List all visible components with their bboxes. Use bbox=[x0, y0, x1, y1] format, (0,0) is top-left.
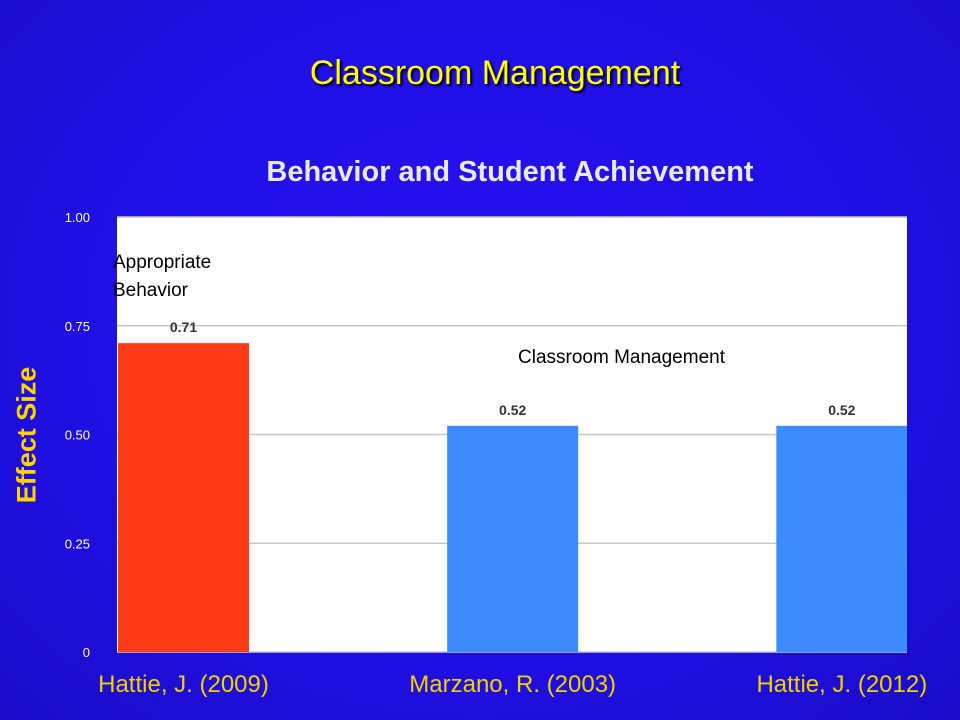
data-labels: 0.71 0.52 0.52 bbox=[170, 319, 856, 418]
x-tick-label: Hattie, J. (2009) bbox=[98, 671, 269, 698]
data-label: 0.52 bbox=[828, 402, 855, 418]
x-tick-label: Hattie, J. (2012) bbox=[756, 671, 927, 698]
bar bbox=[447, 425, 579, 652]
bar bbox=[118, 343, 249, 652]
bars bbox=[118, 343, 907, 652]
bar bbox=[776, 425, 907, 652]
y-tick-label: 0.25 bbox=[65, 536, 90, 551]
data-label: 0.52 bbox=[499, 402, 526, 418]
y-tick-labels: 0 0.25 0.50 0.75 1.00 bbox=[65, 210, 90, 660]
data-label: 0.71 bbox=[170, 319, 197, 335]
x-tick-label: Marzano, R. (2003) bbox=[409, 671, 616, 698]
slide-title: Classroom Management bbox=[309, 54, 681, 92]
y-tick-label: 1.00 bbox=[65, 210, 90, 225]
y-tick-label: 0.50 bbox=[65, 428, 90, 443]
y-tick-label: 0 bbox=[83, 645, 90, 660]
y-tick-label: 0.75 bbox=[65, 319, 90, 334]
chart-title: Behavior and Student Achievement bbox=[266, 156, 754, 188]
annotation-appropriate-behavior: Appropriate Behavior bbox=[113, 252, 212, 301]
annotation-classroom-management: Classroom Management bbox=[518, 347, 725, 368]
x-tick-labels: Hattie, J. (2009) Marzano, R. (2003) Hatti… bbox=[98, 671, 927, 698]
